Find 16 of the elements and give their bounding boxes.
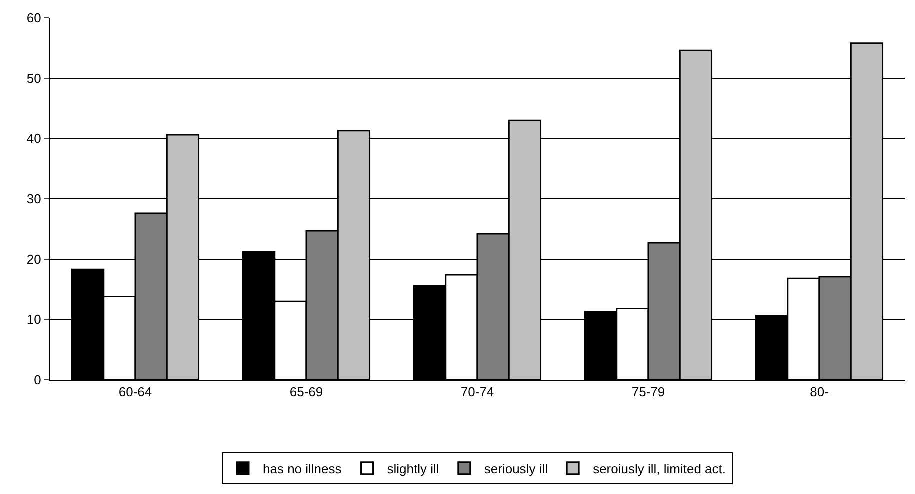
legend-label: seriously ill bbox=[484, 461, 548, 476]
x-tick-label: 70-74 bbox=[460, 384, 494, 400]
y-tick-label: 10 bbox=[26, 312, 42, 328]
legend-label: seroiusly ill, limited act. bbox=[593, 461, 726, 476]
x-tick-label: 65-69 bbox=[290, 384, 324, 400]
y-tick-label: 40 bbox=[26, 131, 42, 146]
y-tick-label: 0 bbox=[34, 372, 42, 388]
y-tick-label: 30 bbox=[26, 192, 42, 207]
x-tick-label: 80- bbox=[810, 384, 829, 400]
y-tick-label: 50 bbox=[26, 70, 42, 86]
y-tick-label: 60 bbox=[26, 10, 42, 26]
legend-label: slightly ill bbox=[387, 461, 440, 476]
x-tick-label: 75-79 bbox=[632, 384, 666, 400]
y-tick-label: 20 bbox=[26, 252, 42, 267]
legend-label: has no illness bbox=[263, 461, 342, 476]
x-tick-label: 60-64 bbox=[118, 384, 152, 400]
